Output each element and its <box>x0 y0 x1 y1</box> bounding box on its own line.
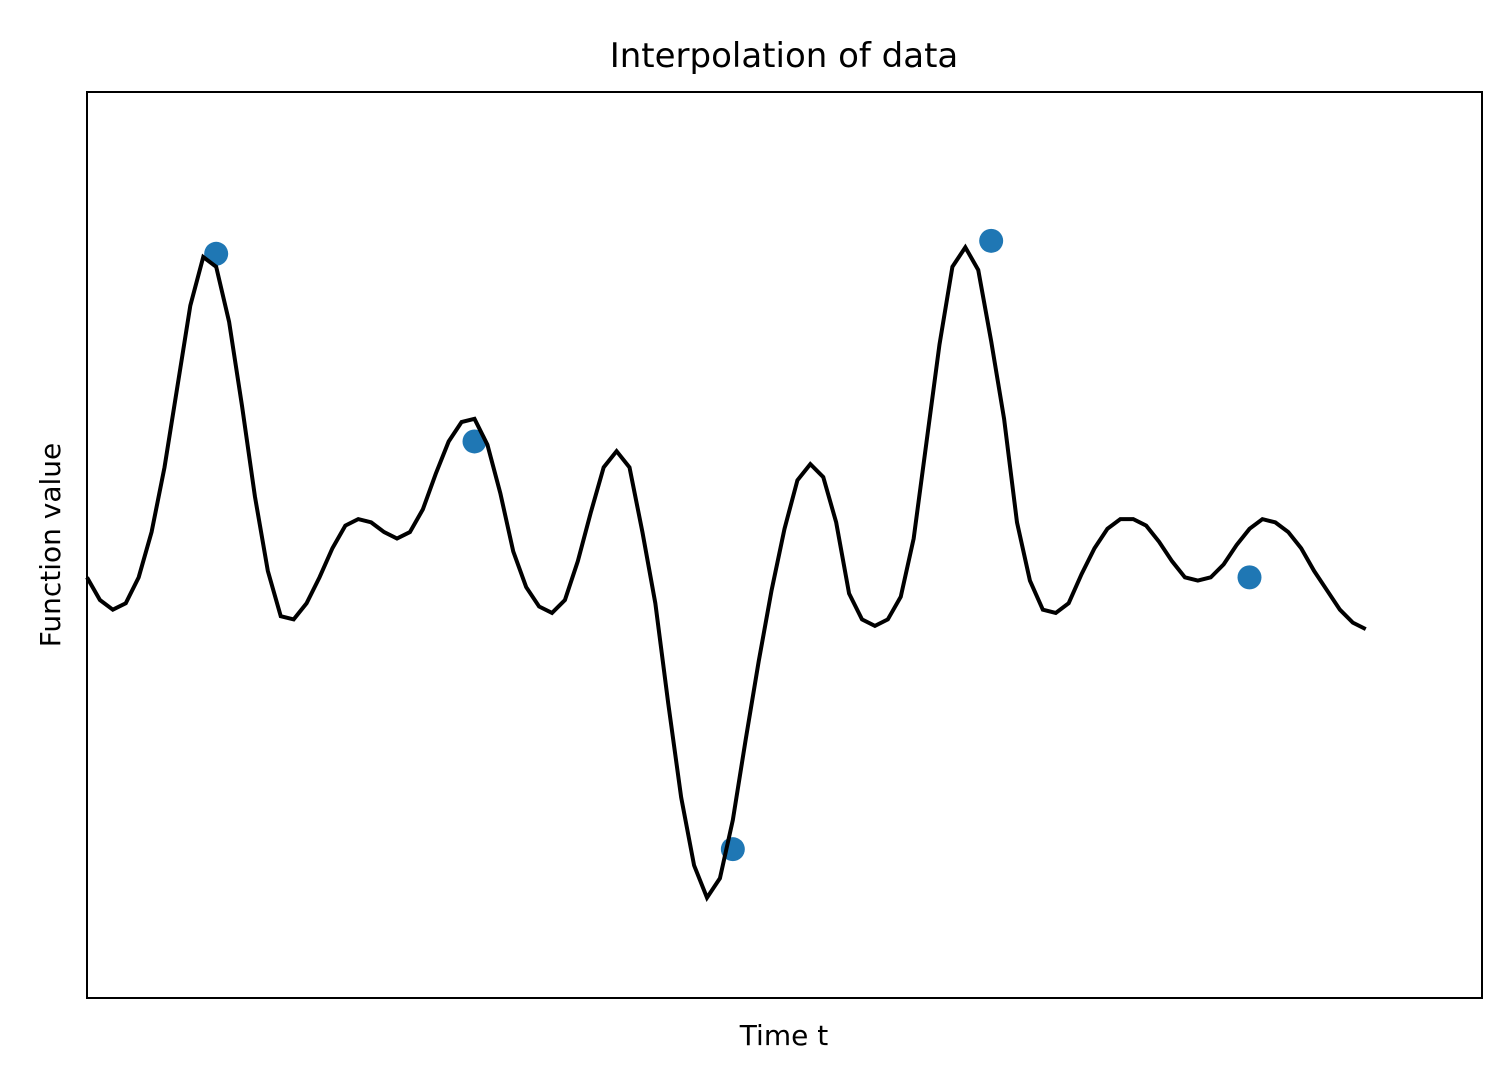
interpolation-line <box>85 243 1367 902</box>
x-axis-label: Time t <box>739 1019 828 1052</box>
y-axis-label: Function value <box>34 443 67 647</box>
chart-title: Interpolation of data <box>610 36 959 76</box>
data-point <box>979 228 1004 253</box>
data-point <box>462 429 487 454</box>
axes-frame <box>86 91 1483 999</box>
plot-area <box>85 228 1367 902</box>
data-point <box>1237 565 1262 590</box>
